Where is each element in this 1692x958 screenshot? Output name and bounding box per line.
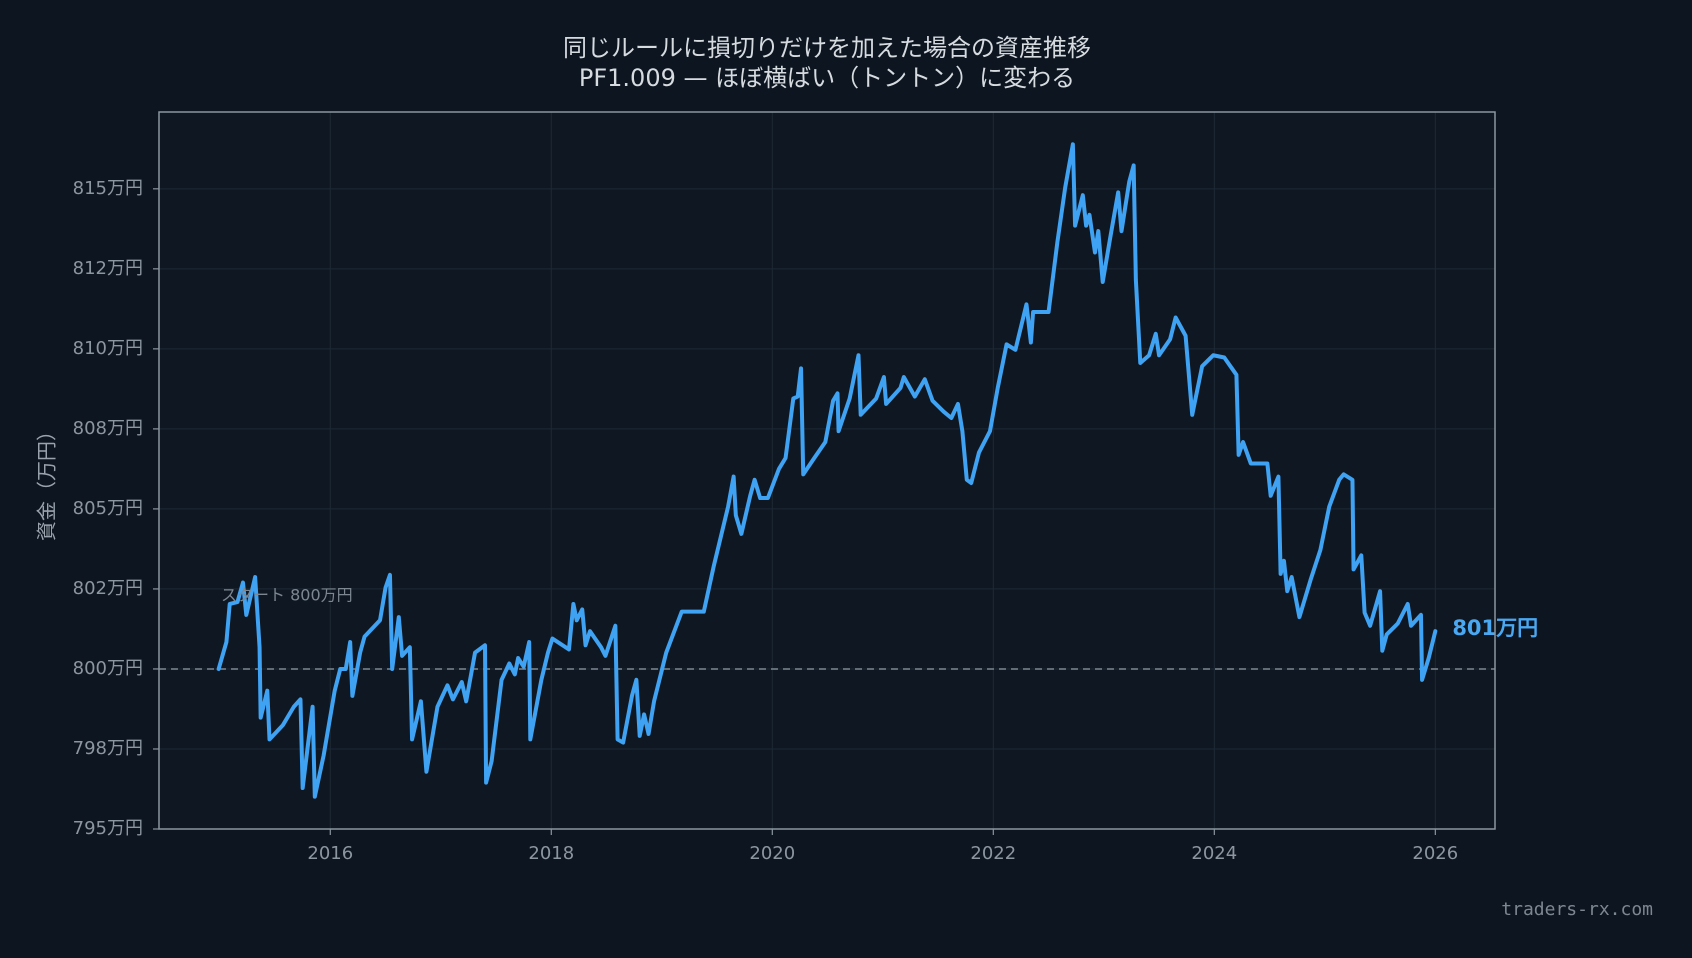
y-tick-label: 810万円: [73, 338, 143, 359]
x-tick-label: 2024: [1191, 843, 1237, 864]
y-axis-label: 資金（万円）: [35, 421, 59, 541]
start-annotation: スタート 800万円: [221, 586, 353, 605]
chart-subtitle: PF1.009 — ほぼ横ばい（トントン）に変わる: [579, 64, 1075, 92]
y-tick-label: 802万円: [73, 578, 143, 599]
x-tick-label: 2022: [970, 843, 1016, 864]
y-tick-label: 815万円: [73, 178, 143, 199]
x-tick-label: 2018: [528, 843, 574, 864]
plot-frame: [158, 111, 1496, 830]
y-tick-label: 798万円: [73, 738, 143, 759]
y-tick-label: 808万円: [73, 418, 143, 439]
plot-area: [159, 112, 1495, 829]
data-line: [216, 142, 1438, 799]
y-tick-label: 795万円: [73, 818, 143, 839]
y-tick-label: 805万円: [73, 498, 143, 519]
x-tick-label: 2026: [1412, 843, 1458, 864]
chart-title: 同じルールに損切りだけを加えた場合の資産推移: [563, 34, 1091, 62]
y-tick-label: 812万円: [73, 258, 143, 279]
x-tick-label: 2020: [749, 843, 795, 864]
watermark: traders-rx.com: [1501, 899, 1653, 920]
y-tick-label: 800万円: [73, 658, 143, 679]
x-tick-label: 2016: [307, 843, 353, 864]
